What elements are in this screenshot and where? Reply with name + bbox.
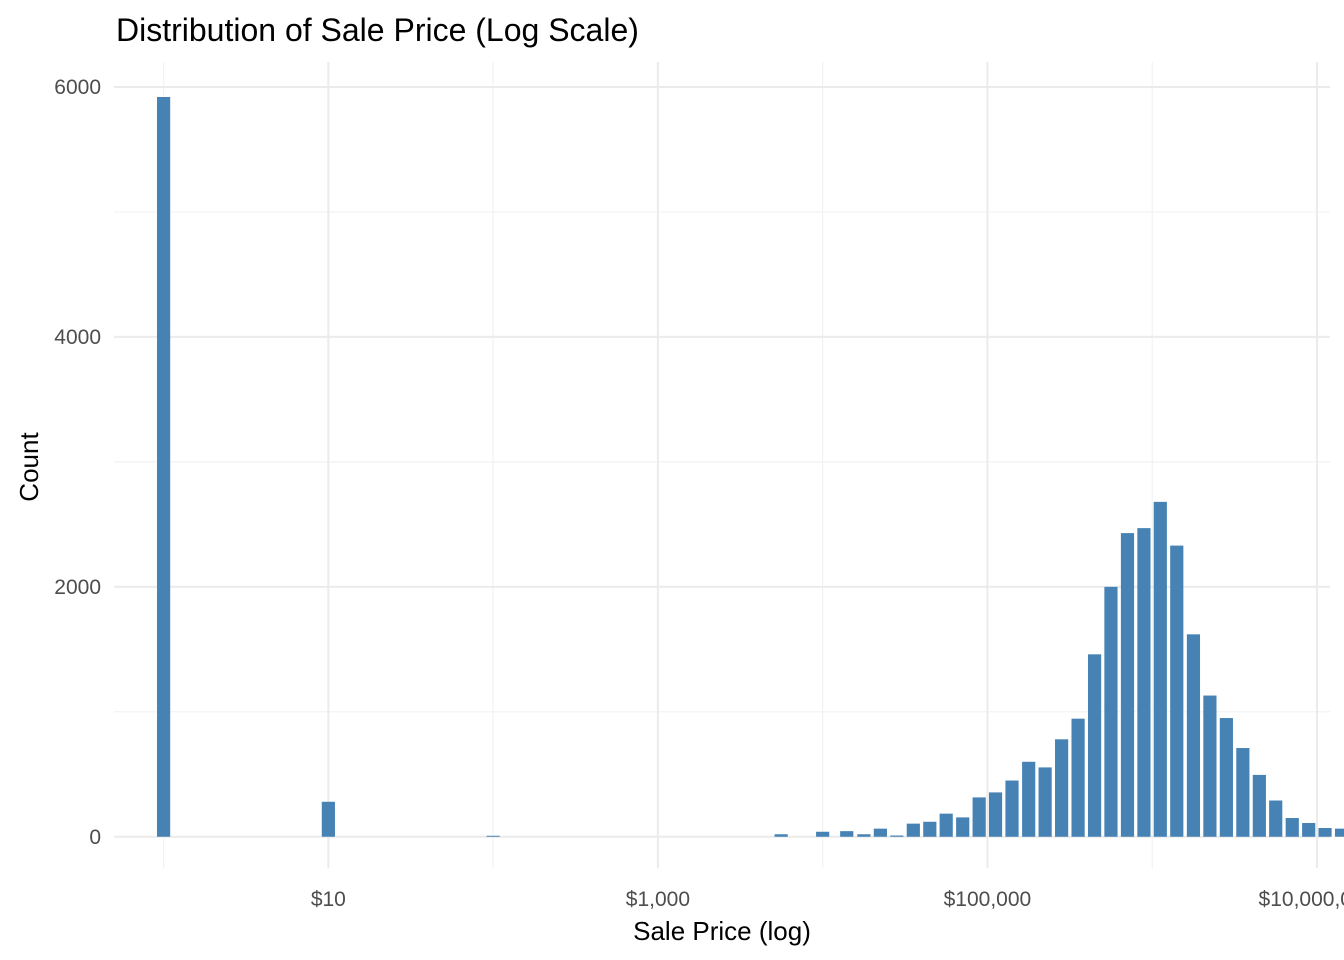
histogram-bar: [1038, 767, 1052, 837]
y-tick-label: 2000: [54, 576, 101, 599]
histogram-bar: [774, 834, 788, 837]
histogram-bar: [1302, 823, 1316, 837]
histogram-bar: [972, 797, 986, 837]
y-tick-label: 0: [89, 826, 101, 849]
histogram-bar: [857, 834, 871, 837]
histogram-bar: [1186, 634, 1201, 837]
histogram-bar: [1318, 828, 1332, 837]
histogram-bar: [1219, 718, 1233, 837]
y-tick-label: 4000: [54, 326, 101, 349]
histogram-bar: [1203, 695, 1217, 837]
histogram-bar: [1269, 800, 1283, 837]
histogram-bar: [1285, 818, 1299, 837]
x-axis-title: Sale Price (log): [633, 916, 811, 946]
histogram-bars: [157, 96, 1344, 837]
x-tick-label: $10,000,000: [1259, 888, 1344, 911]
y-axis-title: Count: [14, 432, 44, 502]
histogram-bar: [1170, 545, 1184, 837]
x-tick-label: $100,000: [944, 888, 1032, 911]
y-tick-label: 6000: [54, 76, 101, 99]
chart-title: Distribution of Sale Price (Log Scale): [116, 12, 639, 48]
histogram-bar: [1120, 533, 1135, 837]
x-tick-label: $1,000: [626, 888, 690, 911]
histogram-bar: [1252, 774, 1266, 837]
histogram-bar: [1055, 739, 1069, 837]
histogram-bar: [1153, 501, 1167, 837]
tick-labels: 0 2000 4000 6000 $10 $1,000 $100,000 $10,000,00…: [54, 76, 1344, 911]
histogram-bar: [816, 831, 830, 837]
histogram-bar: [923, 821, 937, 837]
histogram-bar: [321, 801, 335, 837]
x-tick-label: $10: [311, 888, 346, 911]
histogram-bar: [1087, 654, 1102, 837]
histogram-bar: [988, 792, 1003, 837]
histogram-bar: [1334, 828, 1344, 837]
histogram-bar: [1022, 761, 1036, 837]
histogram-bar: [939, 813, 953, 837]
histogram-bar: [956, 817, 970, 837]
histogram-bar: [1071, 718, 1085, 837]
histogram-bar: [890, 835, 904, 837]
histogram-bar: [873, 828, 887, 837]
histogram-bar: [1104, 586, 1118, 837]
histogram-bar: [840, 831, 854, 837]
histogram-bar: [157, 96, 171, 837]
histogram-bar: [1137, 528, 1151, 837]
histogram-bar: [1005, 780, 1019, 837]
grid-lines: [114, 62, 1330, 868]
histogram-bar: [1236, 748, 1250, 837]
histogram-bar: [906, 823, 920, 837]
histogram-bar: [486, 835, 500, 837]
